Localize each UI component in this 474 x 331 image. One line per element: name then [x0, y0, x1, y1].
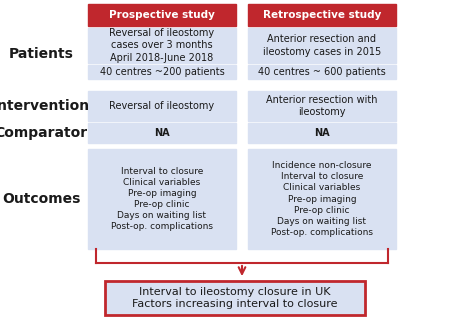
Text: Prospective study: Prospective study — [109, 10, 215, 20]
Text: Anterior resection and
ileostomy cases in 2015: Anterior resection and ileostomy cases i… — [263, 34, 381, 57]
Text: NA: NA — [314, 128, 330, 138]
Bar — [88, 149, 236, 249]
Bar — [248, 28, 396, 63]
Bar — [248, 123, 396, 143]
Text: Interval to ileostomy closure in UK
Factors increasing interval to closure: Interval to ileostomy closure in UK Fact… — [132, 287, 338, 309]
Text: Retrospective study: Retrospective study — [263, 10, 381, 20]
Bar — [88, 4, 236, 26]
Bar — [105, 281, 365, 315]
Text: 40 centres ~200 patients: 40 centres ~200 patients — [100, 67, 224, 77]
Bar — [248, 149, 396, 249]
Text: Outcomes: Outcomes — [2, 192, 80, 206]
Bar — [88, 91, 236, 121]
Text: Reversal of ileostomy
cases over 3 months
April 2018-June 2018: Reversal of ileostomy cases over 3 month… — [109, 28, 215, 63]
Bar — [248, 91, 396, 121]
Text: Comparator: Comparator — [0, 126, 88, 140]
Text: Intervention: Intervention — [0, 99, 90, 113]
Bar — [88, 65, 236, 79]
Text: Anterior resection with
ileostomy: Anterior resection with ileostomy — [266, 95, 378, 117]
Bar — [88, 28, 236, 63]
Text: Patients: Patients — [9, 46, 73, 61]
Text: Incidence non-closure
Interval to closure
Clinical variables
Pre-op imaging
Pre-: Incidence non-closure Interval to closur… — [271, 161, 373, 237]
Text: NA: NA — [154, 128, 170, 138]
Text: Reversal of ileostomy: Reversal of ileostomy — [109, 101, 215, 111]
Text: 40 centres ~ 600 patients: 40 centres ~ 600 patients — [258, 67, 386, 77]
Bar — [248, 4, 396, 26]
Bar — [88, 123, 236, 143]
Bar — [248, 65, 396, 79]
Text: Interval to closure
Clinical variables
Pre-op imaging
Pre-op clinic
Days on wait: Interval to closure Clinical variables P… — [111, 167, 213, 231]
